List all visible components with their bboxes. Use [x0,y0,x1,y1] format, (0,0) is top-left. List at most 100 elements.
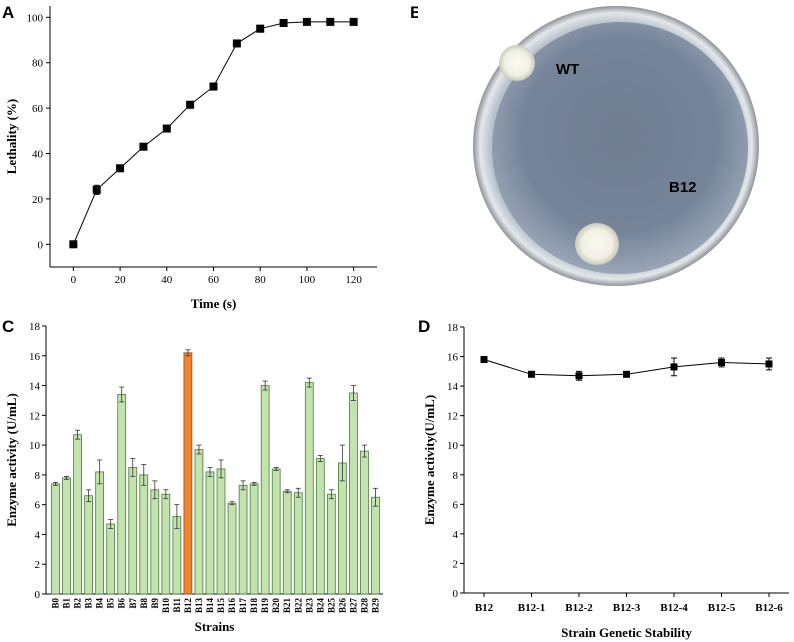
y-axis-title-d: Enzyme activity(U/mL) [422,395,437,525]
y-tick-label-d: 18 [447,322,459,334]
y-tick-label-d: 4 [453,529,459,541]
y-tick-label-c: 18 [29,321,41,333]
bar-c [282,490,292,595]
data-point-a [139,142,148,151]
y-axis-title-a: Lethality (%) [4,99,19,174]
x-tick-label-c: B16 [227,598,237,614]
x-tick-label-c: B1 [62,598,72,609]
bar-c [216,468,226,595]
x-tick-label-c: B27 [348,598,358,614]
x-axis-title-c: Strains [195,619,235,634]
data-point-a [279,19,288,28]
bar-c [293,492,303,595]
y-tick-label-d: 16 [447,352,459,364]
y-tick-label-d: 2 [453,558,459,570]
x-tick-label-c: B6 [117,598,127,609]
x-tick-label-d: B12-3 [613,602,641,614]
y-tick-label-a: 20 [32,194,44,206]
plate-label-wt: WT [556,61,579,78]
x-tick-label-c: B12 [183,598,193,614]
panel-letter-a: A [2,3,14,22]
bar-c [73,434,82,595]
x-tick-label-a: 20 [115,274,127,286]
y-tick-label-c: 12 [29,410,40,422]
y-tick-label-c: 14 [29,381,41,393]
bar-c [128,467,138,595]
data-point-d [765,360,773,368]
data-point-a [209,82,218,91]
data-point-d [480,356,488,364]
bar-c [304,382,314,595]
x-tick-label-c: B3 [84,598,94,609]
bar-c [227,502,237,595]
bar-c [249,483,259,595]
data-point-a [232,39,241,48]
bar-c [51,483,60,595]
x-tick-label-d: B12-1 [518,602,546,614]
x-tick-label-d: B12-4 [660,602,688,614]
y-tick-label-c: 2 [35,559,41,571]
x-tick-label-c: B19 [260,598,270,614]
data-point-d [670,363,678,371]
x-tick-label-a: 80 [255,274,267,286]
x-tick-label-c: B5 [106,598,116,609]
x-tick-label-d: B12-6 [755,602,783,614]
x-tick-label-c: B21 [282,598,292,614]
x-tick-label-c: B22 [293,598,303,614]
bar-c [238,484,248,595]
x-tick-label-c: B4 [95,598,105,609]
bar-c [260,385,270,595]
bar-c [95,471,105,595]
data-point-a [92,185,101,194]
y-tick-label-a: 60 [32,103,44,115]
x-tick-label-c: B7 [128,598,138,609]
agar-plate [492,22,748,274]
x-tick-label-c: B24 [315,598,325,614]
y-tick-label-c: 8 [35,470,41,482]
y-tick-label-d: 6 [453,499,459,511]
data-point-a [186,100,195,109]
data-point-a [116,164,125,173]
data-point-a [326,17,335,26]
data-point-a [302,17,311,26]
x-tick-label-c: B17 [238,598,248,614]
y-tick-label-d: 12 [447,411,458,423]
x-tick-label-d: B12-2 [565,602,593,614]
bar-c [139,474,149,595]
x-tick-label-c: B29 [370,598,380,614]
bar-c [194,449,204,595]
bar-c [349,392,358,595]
x-tick-label-c: B9 [150,598,160,609]
y-tick-label-d: 14 [447,381,459,393]
bar-c [205,471,215,595]
x-axis-title-a: Time (s) [191,296,237,311]
y-tick-label-a: 0 [38,239,44,251]
x-tick-label-a: 40 [161,274,173,286]
y-tick-label-c: 10 [29,440,41,452]
data-point-d [528,370,535,378]
colony-wt [499,45,535,81]
bar-c [338,462,347,595]
x-tick-label-c: B25 [326,598,336,614]
y-tick-label-a: 100 [27,12,44,24]
x-tick-label-d: B12 [475,602,494,614]
series-line-a [72,21,354,245]
x-tick-label-c: B14 [205,598,215,614]
x-tick-label-c: B13 [194,598,204,614]
x-axis-title-d: Strain Genetic Stability [561,625,692,640]
x-tick-label-c: B2 [73,598,83,609]
x-tick-label-c: B23 [304,598,314,614]
chart-panel-d: 0 2 4 6 8 10 12 14 16 18 B12 B12-1 B12-2 B12-3 B12-4 B1… [422,322,789,640]
chart-panel-a: 0 20 40 60 80 100 0 20 40 60 80 100 120 Time (s) Letha… [4,6,377,311]
x-tick-label-a: 120 [345,274,362,286]
y-axis-title-c: Enzyme activity (U/mL) [4,393,19,527]
bar-c [62,477,71,595]
data-point-a [162,124,171,133]
y-tick-label-c: 0 [35,589,41,601]
x-tick-label-c: B18 [249,598,259,614]
data-point-d [623,370,630,378]
x-tick-label-c: B15 [216,598,226,614]
bar-c [117,394,127,595]
x-tick-label-c: B26 [337,598,347,614]
